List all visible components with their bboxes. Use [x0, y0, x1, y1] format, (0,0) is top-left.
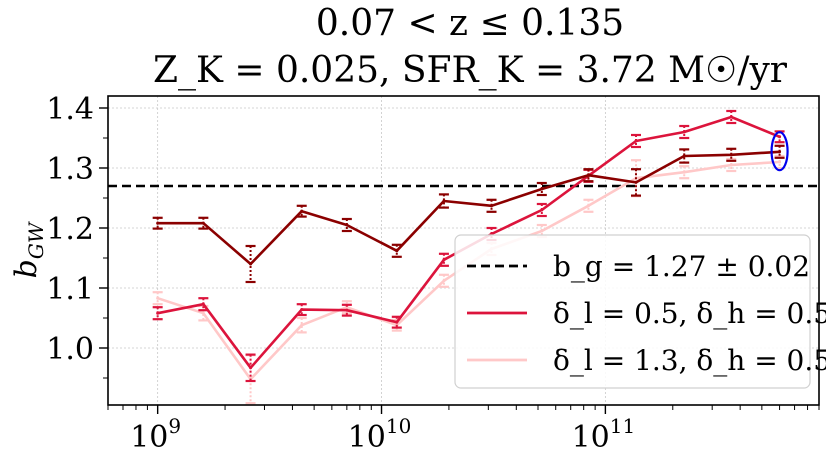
- data-point: [540, 208, 544, 212]
- data-point: [156, 311, 160, 315]
- data-point: [395, 320, 399, 324]
- data-point: [729, 153, 733, 157]
- data-point: [345, 223, 349, 227]
- data-point: [345, 308, 349, 312]
- data-point: [442, 258, 446, 262]
- y-tick-label: 1.4: [46, 92, 94, 127]
- data-point: [201, 311, 205, 315]
- data-point: [442, 199, 446, 203]
- data-point: [586, 204, 590, 208]
- data-point: [682, 130, 686, 134]
- data-point: [201, 302, 205, 306]
- data-point: [586, 173, 590, 177]
- y-tick-label: 1.3: [46, 152, 94, 187]
- x-tick-label: 109: [130, 414, 181, 455]
- legend: b_g = 1.27 ± 0.02 δ_l = 0.5, δ_h = 0.5 δ_l…: [454, 234, 826, 389]
- plot-area-frame: [107, 95, 820, 406]
- data-point: [540, 229, 544, 233]
- data-point: [300, 323, 304, 327]
- chart-title: 0.07 < z ≤ 0.135: [316, 3, 624, 44]
- data-point: [682, 154, 686, 158]
- y-tick-label: 1.2: [46, 212, 94, 247]
- highlight-ellipse: [770, 131, 789, 172]
- data-point: [778, 160, 782, 164]
- chart-subtitle: Z_K = 0.025, SFR_K = 3.72 M☉/yr: [153, 50, 788, 91]
- data-point: [540, 187, 544, 191]
- data-point: [300, 308, 304, 312]
- data-point: [156, 296, 160, 300]
- data-point: [156, 221, 160, 225]
- data-point: [490, 204, 494, 208]
- data-point: [442, 279, 446, 283]
- data-point: [682, 170, 686, 174]
- series-line: [157, 150, 780, 266]
- data-point: [778, 150, 782, 154]
- legend-label: δ_l = 1.3, δ_h = 0.5: [553, 344, 826, 377]
- data-point: [729, 115, 733, 119]
- data-point: [634, 180, 638, 184]
- data-point: [778, 135, 782, 139]
- data-point: [249, 366, 253, 370]
- legend-box: [454, 234, 811, 389]
- y-axis-label: bGW: [9, 221, 48, 278]
- x-tick-label: 1010: [348, 414, 412, 455]
- y-tick-label: 1.1: [46, 272, 94, 307]
- data-point: [201, 221, 205, 225]
- data-point: [729, 163, 733, 167]
- data-point: [249, 262, 253, 266]
- legend-label: b_g = 1.27 ± 0.02: [553, 250, 810, 283]
- data-point: [300, 209, 304, 213]
- x-tick-label: 1011: [572, 414, 636, 455]
- annotation-layer: [770, 131, 789, 172]
- data-point: [634, 139, 638, 143]
- legend-label: δ_l = 0.5, δ_h = 0.5: [553, 297, 826, 330]
- data-point: [395, 249, 399, 253]
- axis-ticks: 109 1010 1011 1.0 1.1 1.2 1.3 1.4: [46, 92, 820, 455]
- series-group: [152, 144, 785, 284]
- y-tick-label: 1.0: [46, 332, 94, 367]
